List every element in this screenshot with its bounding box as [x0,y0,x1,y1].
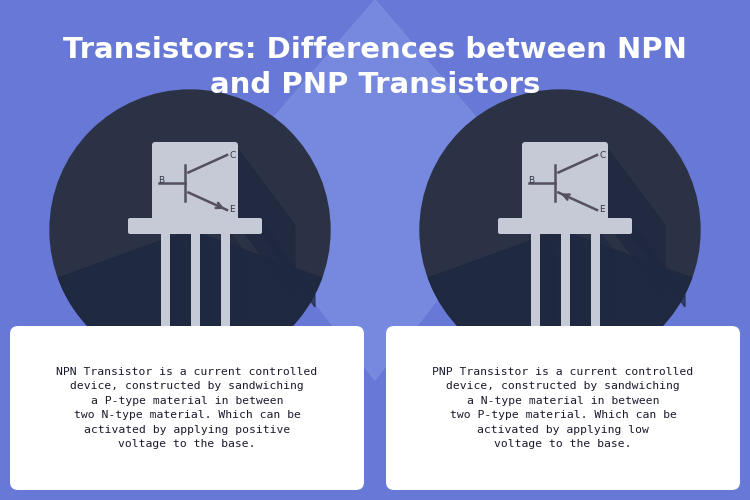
Text: E: E [599,206,604,214]
FancyBboxPatch shape [498,218,632,234]
Circle shape [50,90,330,370]
Polygon shape [230,232,244,347]
Polygon shape [599,232,614,347]
Polygon shape [605,145,665,300]
Polygon shape [220,0,530,380]
Text: and PNP Transistors: and PNP Transistors [210,71,540,99]
Text: PNP Transistor is a current controlled
device, constructed by sandwiching
a N-ty: PNP Transistor is a current controlled d… [432,367,694,449]
FancyBboxPatch shape [128,218,262,234]
Polygon shape [200,232,214,347]
Polygon shape [539,232,554,347]
Polygon shape [58,230,322,370]
Bar [560,232,569,327]
Bar [220,232,230,327]
FancyBboxPatch shape [152,142,238,223]
Text: NPN Transistor is a current controlled
device, constructed by sandwiching
a P-ty: NPN Transistor is a current controlled d… [56,367,318,449]
FancyBboxPatch shape [386,326,740,490]
Bar [190,232,200,327]
Polygon shape [569,232,584,347]
Text: B: B [158,176,164,185]
Text: B: B [528,176,534,185]
Polygon shape [170,232,184,347]
Bar [160,232,170,327]
Polygon shape [260,220,315,307]
Text: Transistors: Differences between NPN: Transistors: Differences between NPN [63,36,687,64]
Text: C: C [599,150,605,160]
Circle shape [420,90,700,370]
Bar [530,232,539,327]
Polygon shape [235,145,295,300]
Bar [590,232,599,327]
Text: C: C [229,150,236,160]
Text: E: E [229,206,235,214]
FancyBboxPatch shape [522,142,608,223]
Polygon shape [428,230,692,370]
Polygon shape [630,220,685,307]
FancyBboxPatch shape [10,326,364,490]
